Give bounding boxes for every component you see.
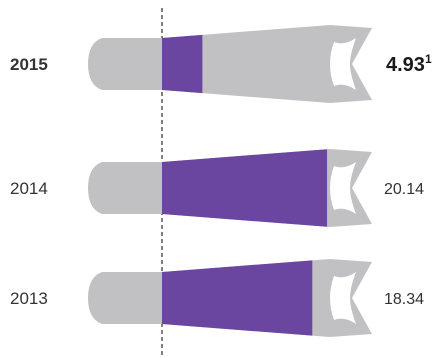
bar-fill-2013 bbox=[162, 260, 313, 336]
value-label-2015: 4.931 bbox=[386, 52, 432, 76]
value-label-2013: 18.34 bbox=[384, 291, 424, 308]
category-label-2013: 2013 bbox=[10, 289, 48, 308]
value-label-2014: 20.14 bbox=[384, 181, 424, 198]
bar-track bbox=[88, 25, 372, 103]
bar-fill-2015 bbox=[162, 34, 203, 94]
bar-group-2015: 2015 4.931 bbox=[10, 25, 432, 103]
bar-cutout bbox=[330, 162, 356, 214]
footnote-marker: 1 bbox=[425, 52, 432, 66]
category-label-2014: 2014 bbox=[10, 179, 48, 198]
bar-fill-2014 bbox=[162, 149, 328, 227]
bar-group-2014: 2014 20.14 bbox=[10, 149, 424, 227]
category-label-2015: 2015 bbox=[10, 55, 48, 74]
bar-cutout bbox=[330, 272, 356, 324]
bars-layer: 2015 4.931 2014 20.14 2013 18.34 bbox=[10, 25, 432, 337]
bar-group-2013: 2013 18.34 bbox=[10, 259, 424, 337]
bar-cutout bbox=[330, 38, 356, 90]
